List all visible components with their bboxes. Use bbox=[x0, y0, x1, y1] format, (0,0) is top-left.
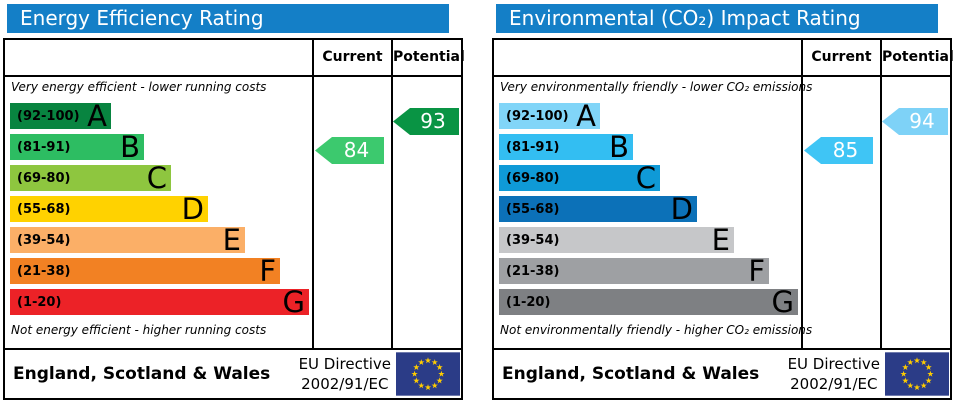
current-column-header: Current bbox=[322, 49, 383, 65]
band-row-b: (81-91) B bbox=[499, 130, 633, 164]
band-range: (39-54) bbox=[17, 232, 71, 248]
band-letter: A bbox=[87, 99, 107, 133]
band-letter: D bbox=[670, 192, 693, 226]
band-letter: B bbox=[609, 130, 629, 164]
eu-directive-line2: 2002/91/EC bbox=[301, 375, 389, 393]
column-divider bbox=[880, 40, 882, 348]
band-row-f: (21-38) F bbox=[10, 254, 280, 288]
band-letter: D bbox=[181, 192, 204, 226]
current-rating-arrow: 85 bbox=[804, 137, 873, 164]
band-range: (1-20) bbox=[506, 294, 551, 310]
current-rating-value: 85 bbox=[832, 138, 859, 162]
potential-rating-arrow: 94 bbox=[882, 108, 948, 135]
top-caption: Very environmentally friendly - lower CO… bbox=[500, 80, 813, 94]
band-row-f: (21-38) F bbox=[499, 254, 769, 288]
band-row-a: (92-100) A bbox=[499, 99, 600, 133]
eu-directive-label: EU Directive 2002/91/EC bbox=[788, 354, 880, 394]
band-row-g: (1-20) G bbox=[10, 285, 309, 319]
eu-directive-line1: EU Directive bbox=[787, 355, 880, 373]
energy-rating-table: Current Potential Very energy efficient … bbox=[3, 38, 465, 350]
potential-column-header: Potential bbox=[393, 49, 465, 65]
band-row-e: (39-54) E bbox=[499, 223, 734, 257]
band-bar-f: (21-38) F bbox=[499, 254, 769, 288]
region-label: England, Scotland & Wales bbox=[502, 364, 760, 384]
eu-directive-line2: 2002/91/EC bbox=[790, 375, 878, 393]
band-bar-g: (1-20) G bbox=[499, 285, 798, 319]
band-letter: F bbox=[748, 254, 765, 288]
band-row-d: (55-68) D bbox=[499, 192, 697, 226]
eu-flag-icon bbox=[885, 352, 949, 396]
band-row-c: (69-80) C bbox=[10, 161, 171, 195]
band-bar-g: (1-20) G bbox=[10, 285, 309, 319]
band-row-c: (69-80) C bbox=[499, 161, 660, 195]
band-bar-d: (55-68) D bbox=[10, 192, 208, 226]
column-divider bbox=[801, 40, 803, 348]
potential-rating-arrow: 93 bbox=[393, 108, 459, 135]
band-letter: B bbox=[120, 130, 140, 164]
co2-rating-table: Current Potential Very environmentally f… bbox=[492, 38, 954, 350]
band-range: (55-68) bbox=[506, 201, 560, 217]
band-letter: C bbox=[146, 161, 167, 195]
band-bar-c: (69-80) C bbox=[10, 161, 171, 195]
band-bar-b: (81-91) B bbox=[10, 130, 144, 164]
band-range: (21-38) bbox=[17, 263, 71, 279]
environmental-impact-panel: Environmental (CO₂) Impact Rating Curren… bbox=[492, 4, 954, 400]
band-range: (81-91) bbox=[17, 139, 71, 155]
current-rating-value: 84 bbox=[343, 138, 370, 162]
band-letter: G bbox=[771, 285, 794, 319]
band-letter: C bbox=[635, 161, 656, 195]
band-range: (69-80) bbox=[17, 170, 71, 186]
band-row-b: (81-91) B bbox=[10, 130, 144, 164]
region-label: England, Scotland & Wales bbox=[13, 364, 271, 384]
potential-rating-value: 93 bbox=[420, 109, 446, 133]
band-bar-f: (21-38) F bbox=[10, 254, 280, 288]
band-letter: F bbox=[259, 254, 276, 288]
panel-title: Energy Efficiency Rating bbox=[7, 4, 449, 33]
band-row-d: (55-68) D bbox=[10, 192, 208, 226]
band-letter: E bbox=[711, 223, 730, 257]
band-bar-a: (92-100) A bbox=[499, 99, 600, 133]
bottom-caption: Not energy efficient - higher running co… bbox=[11, 323, 267, 337]
band-bar-c: (69-80) C bbox=[499, 161, 660, 195]
band-bar-a: (92-100) A bbox=[10, 99, 111, 133]
eu-flag-icon bbox=[396, 352, 460, 396]
panel-footer: England, Scotland & Wales EU Directive 2… bbox=[3, 348, 463, 400]
potential-column-header: Potential bbox=[882, 49, 954, 65]
band-row-g: (1-20) G bbox=[499, 285, 798, 319]
energy-efficiency-panel: Energy Efficiency Rating Current Potenti… bbox=[3, 4, 465, 400]
bottom-caption: Not environmentally friendly - higher CO… bbox=[500, 323, 813, 337]
band-bar-e: (39-54) E bbox=[10, 223, 245, 257]
band-range: (69-80) bbox=[506, 170, 560, 186]
top-caption: Very energy efficient - lower running co… bbox=[11, 80, 267, 94]
band-row-a: (92-100) A bbox=[10, 99, 111, 133]
band-range: (1-20) bbox=[17, 294, 62, 310]
panel-footer: England, Scotland & Wales EU Directive 2… bbox=[492, 348, 952, 400]
band-range: (39-54) bbox=[506, 232, 560, 248]
band-range: (92-100) bbox=[17, 108, 80, 124]
current-rating-arrow: 84 bbox=[315, 137, 384, 164]
table-header-underline bbox=[494, 75, 950, 77]
band-letter: G bbox=[282, 285, 305, 319]
band-range: (21-38) bbox=[506, 263, 560, 279]
band-letter: E bbox=[222, 223, 241, 257]
potential-rating-value: 94 bbox=[909, 109, 935, 133]
band-range: (81-91) bbox=[506, 139, 560, 155]
eu-directive-label: EU Directive 2002/91/EC bbox=[299, 354, 391, 394]
band-row-e: (39-54) E bbox=[10, 223, 245, 257]
band-range: (55-68) bbox=[17, 201, 71, 217]
column-divider bbox=[312, 40, 314, 348]
band-range: (92-100) bbox=[506, 108, 569, 124]
table-header-underline bbox=[5, 75, 461, 77]
band-bar-d: (55-68) D bbox=[499, 192, 697, 226]
eu-directive-line1: EU Directive bbox=[298, 355, 391, 373]
band-bar-b: (81-91) B bbox=[499, 130, 633, 164]
current-column-header: Current bbox=[811, 49, 872, 65]
band-letter: A bbox=[576, 99, 596, 133]
column-divider bbox=[391, 40, 393, 348]
panel-title: Environmental (CO₂) Impact Rating bbox=[496, 4, 938, 33]
band-bar-e: (39-54) E bbox=[499, 223, 734, 257]
